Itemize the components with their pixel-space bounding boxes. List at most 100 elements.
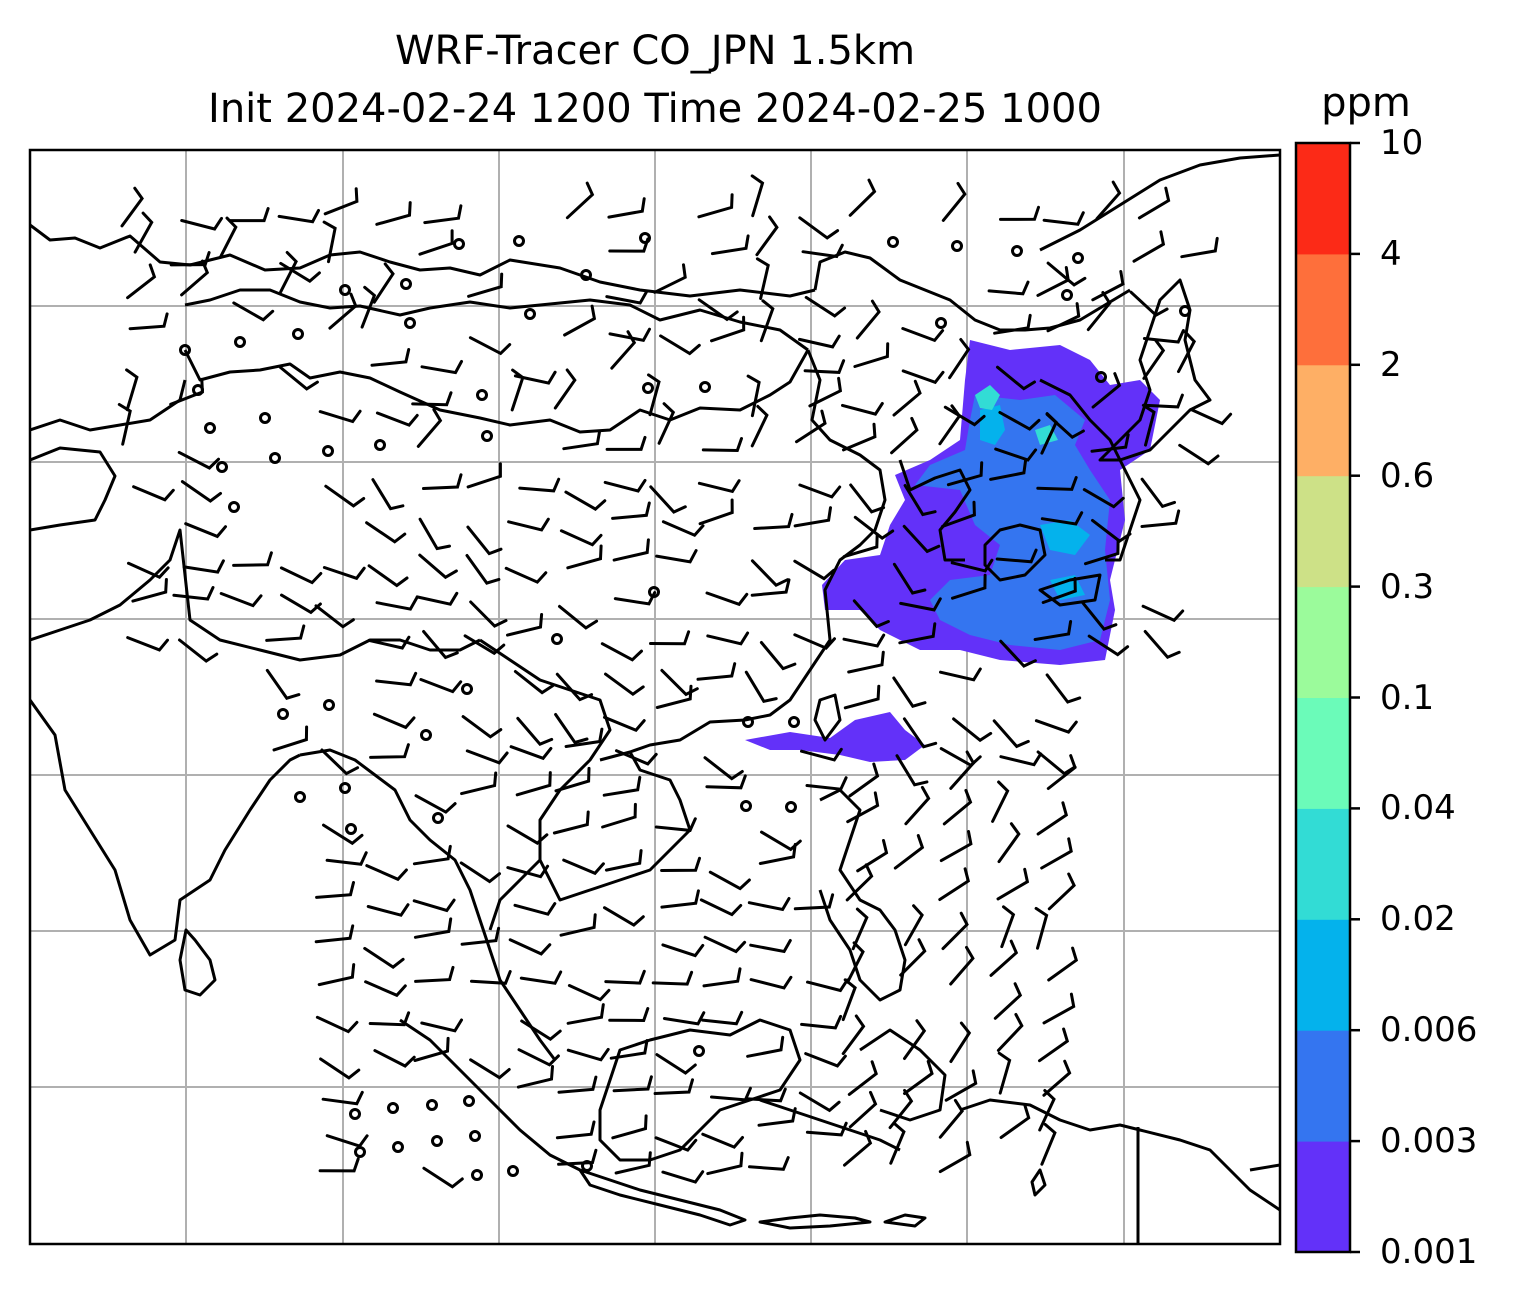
wind-barb: [459, 861, 501, 884]
wind-barb: [1178, 443, 1220, 466]
wind-barb: [605, 435, 647, 451]
wind-barb: [319, 1057, 361, 1080]
wind-barb: [422, 630, 459, 660]
wind-barb: [710, 234, 750, 256]
wind-barb: [415, 591, 459, 606]
colorbar-segment: [1296, 475, 1350, 588]
wind-barb: [371, 478, 405, 511]
wind-barb: [567, 984, 611, 1002]
wind-barb: [373, 1049, 416, 1068]
colorbar-tick-label: 4: [1380, 233, 1402, 274]
wind-barb: [798, 216, 840, 240]
wind-barb: [608, 327, 651, 342]
wind-barb: [647, 373, 661, 417]
wind-barb: [506, 864, 550, 879]
wind-barb: [655, 684, 693, 709]
wind-barb: [849, 483, 886, 514]
wind-barb: [1042, 1059, 1072, 1097]
wind-barb: [422, 473, 463, 490]
wind-barb: [655, 1053, 697, 1075]
wind-barb: [612, 538, 650, 562]
wind-barb: [609, 1039, 649, 1060]
wind-barb: [706, 1151, 744, 1176]
calm-wind-marker: [1095, 371, 1107, 383]
calm-wind-marker: [431, 1135, 443, 1147]
wind-barb: [901, 369, 945, 385]
wind-barb: [760, 830, 802, 852]
colorbar-segment: [1296, 1141, 1350, 1253]
wind-barb: [1086, 291, 1112, 332]
calm-wind-marker: [322, 445, 334, 457]
wind-barb: [324, 484, 366, 508]
wind-barb: [1141, 403, 1156, 447]
wind-barb: [180, 216, 223, 231]
wind-barb: [941, 181, 967, 222]
wind-barb: [938, 404, 962, 446]
wind-barb: [803, 359, 846, 374]
calm-wind-marker: [639, 232, 651, 244]
wind-barb: [604, 672, 645, 697]
wind-barb: [1177, 330, 1197, 374]
wind-barb: [1040, 837, 1073, 870]
calm-wind-marker: [463, 1095, 475, 1107]
wind-barb: [745, 1087, 787, 1103]
wind-barb: [952, 717, 993, 743]
wind-barb: [941, 911, 969, 951]
wind-barb: [507, 517, 550, 532]
wind-barb: [1142, 338, 1166, 380]
wind-barb: [363, 946, 405, 969]
wind-barb: [126, 636, 169, 652]
wind-barb: [604, 969, 646, 985]
plume-level-4: [975, 385, 1058, 445]
wind-barb: [946, 461, 984, 487]
wind-barb: [368, 1011, 411, 1027]
calm-wind-marker: [374, 439, 386, 451]
calm-wind-marker: [292, 328, 304, 340]
calm-wind-marker: [269, 452, 281, 464]
wind-barb: [1090, 433, 1130, 453]
wind-barb: [705, 591, 749, 607]
wind-barb: [184, 522, 227, 539]
wind-barb: [517, 1048, 560, 1067]
wind-barb: [1033, 620, 1073, 641]
wind-barb: [653, 1078, 694, 1095]
wind-barb: [466, 462, 502, 489]
wind-barb: [996, 365, 1036, 391]
wind-barb: [513, 902, 557, 916]
wind-barb: [328, 292, 358, 330]
wind-barb: [944, 1069, 978, 1102]
wind-barb: [552, 810, 590, 835]
wind-barb: [418, 517, 451, 551]
wind-barb: [662, 1011, 706, 1026]
colorbar-tick-label: 0.003: [1380, 1121, 1478, 1162]
wind-barb: [995, 548, 1038, 564]
wind-barb: [1038, 1027, 1070, 1063]
wind-barb: [793, 633, 836, 650]
wind-barb: [942, 788, 973, 826]
wind-barb: [513, 370, 557, 385]
wind-barb: [565, 181, 595, 220]
calm-wind-marker: [234, 336, 246, 348]
wind-barb: [518, 477, 561, 493]
colorbar-tick-label: 0.3: [1380, 566, 1435, 607]
wind-barb: [128, 312, 169, 331]
wind-barb: [418, 553, 458, 580]
wind-barb: [554, 766, 591, 793]
wind-barb: [696, 662, 737, 681]
wind-barb: [843, 1129, 873, 1167]
wind-barb: [558, 604, 599, 630]
wind-barb: [698, 498, 734, 526]
wind-barb: [989, 939, 1019, 977]
wind-barb: [228, 207, 270, 223]
wind-barb: [460, 926, 501, 946]
calm-wind-marker: [580, 269, 592, 281]
wind-barb: [841, 402, 884, 416]
wind-barb: [856, 839, 889, 873]
wind-barb: [649, 485, 687, 514]
wind-barb: [566, 1003, 605, 1025]
wind-barb: [1042, 992, 1076, 1025]
wind-barb: [759, 641, 797, 671]
calm-wind-marker: [785, 801, 797, 813]
wind-barb: [993, 313, 1032, 335]
wind-barb: [370, 348, 411, 367]
